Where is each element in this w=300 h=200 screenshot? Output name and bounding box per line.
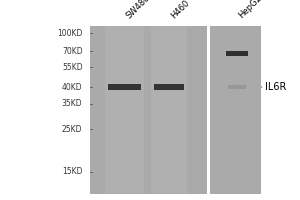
Text: HepG2: HepG2 bbox=[237, 0, 264, 20]
Bar bbox=[90, 26, 207, 194]
Text: 100KD: 100KD bbox=[57, 28, 82, 38]
Bar bbox=[226, 51, 248, 56]
Bar bbox=[210, 26, 261, 194]
Bar bbox=[154, 84, 184, 90]
Text: 35KD: 35KD bbox=[62, 99, 82, 108]
Bar bbox=[108, 84, 141, 90]
Bar bbox=[207, 26, 210, 194]
Text: 55KD: 55KD bbox=[62, 62, 82, 72]
Bar bbox=[228, 85, 246, 89]
Text: 40KD: 40KD bbox=[62, 83, 82, 92]
Text: IL6R: IL6R bbox=[262, 82, 286, 92]
Text: 15KD: 15KD bbox=[62, 168, 82, 176]
Text: H460: H460 bbox=[169, 0, 192, 20]
Bar bbox=[105, 26, 144, 194]
Text: 70KD: 70KD bbox=[62, 46, 82, 55]
Text: 25KD: 25KD bbox=[62, 124, 82, 134]
Text: SW480: SW480 bbox=[124, 0, 152, 20]
Bar bbox=[152, 26, 188, 194]
